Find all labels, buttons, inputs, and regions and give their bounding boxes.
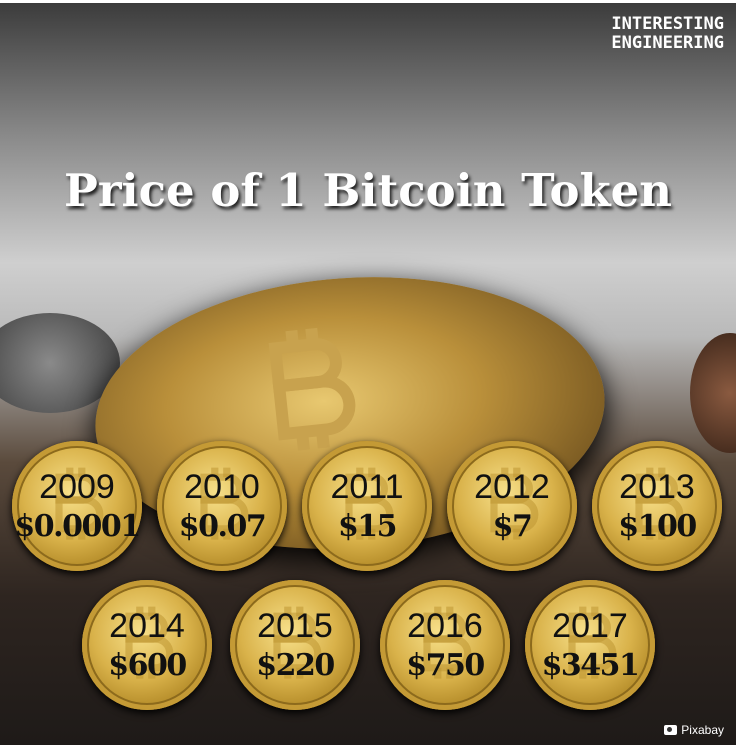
bitcoin-symbol-icon — [568, 606, 617, 679]
page-title: Price of 1 Bitcoin Token — [63, 164, 673, 217]
background-coin — [690, 333, 736, 453]
price-coin-2015: 2015 $220 — [230, 580, 360, 710]
bitcoin-symbol-icon — [125, 606, 174, 679]
coin-price: $600 — [108, 648, 187, 683]
price-coin-2017: 2017 $3451 — [525, 580, 655, 710]
price-coin-2010: 2010 $0.07 — [157, 441, 287, 571]
camera-icon — [664, 725, 678, 735]
coin-year: 2015 — [257, 607, 333, 645]
coin-price: $3451 — [541, 648, 640, 683]
coin-price: $100 — [618, 509, 697, 544]
bitcoin-symbol-icon — [268, 327, 356, 451]
coin-price: $220 — [256, 648, 335, 683]
coin-price: $7 — [492, 509, 533, 544]
bitcoin-symbol-icon — [423, 606, 472, 679]
price-coin-2012: 2012 $7 — [447, 441, 577, 571]
coin-price: $15 — [337, 509, 398, 544]
coin-year: 2013 — [619, 468, 695, 506]
interesting-engineering-logo: INTERESTING ENGINEERING — [611, 14, 724, 53]
coin-price: $0.07 — [178, 509, 267, 544]
coin-year: 2012 — [474, 468, 550, 506]
price-coin-2016: 2016 $750 — [380, 580, 510, 710]
price-coin-2014: 2014 $600 — [82, 580, 212, 710]
coin-year: 2011 — [330, 468, 404, 506]
coin-year: 2009 — [39, 468, 115, 506]
coin-year: 2010 — [184, 468, 260, 506]
bitcoin-symbol-icon — [490, 467, 539, 540]
price-coin-2011: 2011 $15 — [302, 441, 432, 571]
coin-year: 2017 — [552, 607, 628, 645]
bitcoin-symbol-icon — [345, 467, 394, 540]
bitcoin-symbol-icon — [635, 467, 684, 540]
coin-price: $0.0001 — [14, 509, 141, 544]
bitcoin-symbol-icon — [273, 606, 322, 679]
coin-price: $750 — [406, 648, 485, 683]
price-coin-2009: 2009 $0.0001 — [12, 441, 142, 571]
coin-year: 2016 — [407, 607, 483, 645]
bitcoin-symbol-icon — [200, 467, 249, 540]
bitcoin-symbol-icon — [55, 467, 104, 540]
image-credit: Pixabay — [664, 723, 724, 737]
coin-year: 2014 — [109, 607, 185, 645]
infographic: INTERESTING ENGINEERING Price of 1 Bitco… — [0, 3, 736, 745]
price-coin-2013: 2013 $100 — [592, 441, 722, 571]
